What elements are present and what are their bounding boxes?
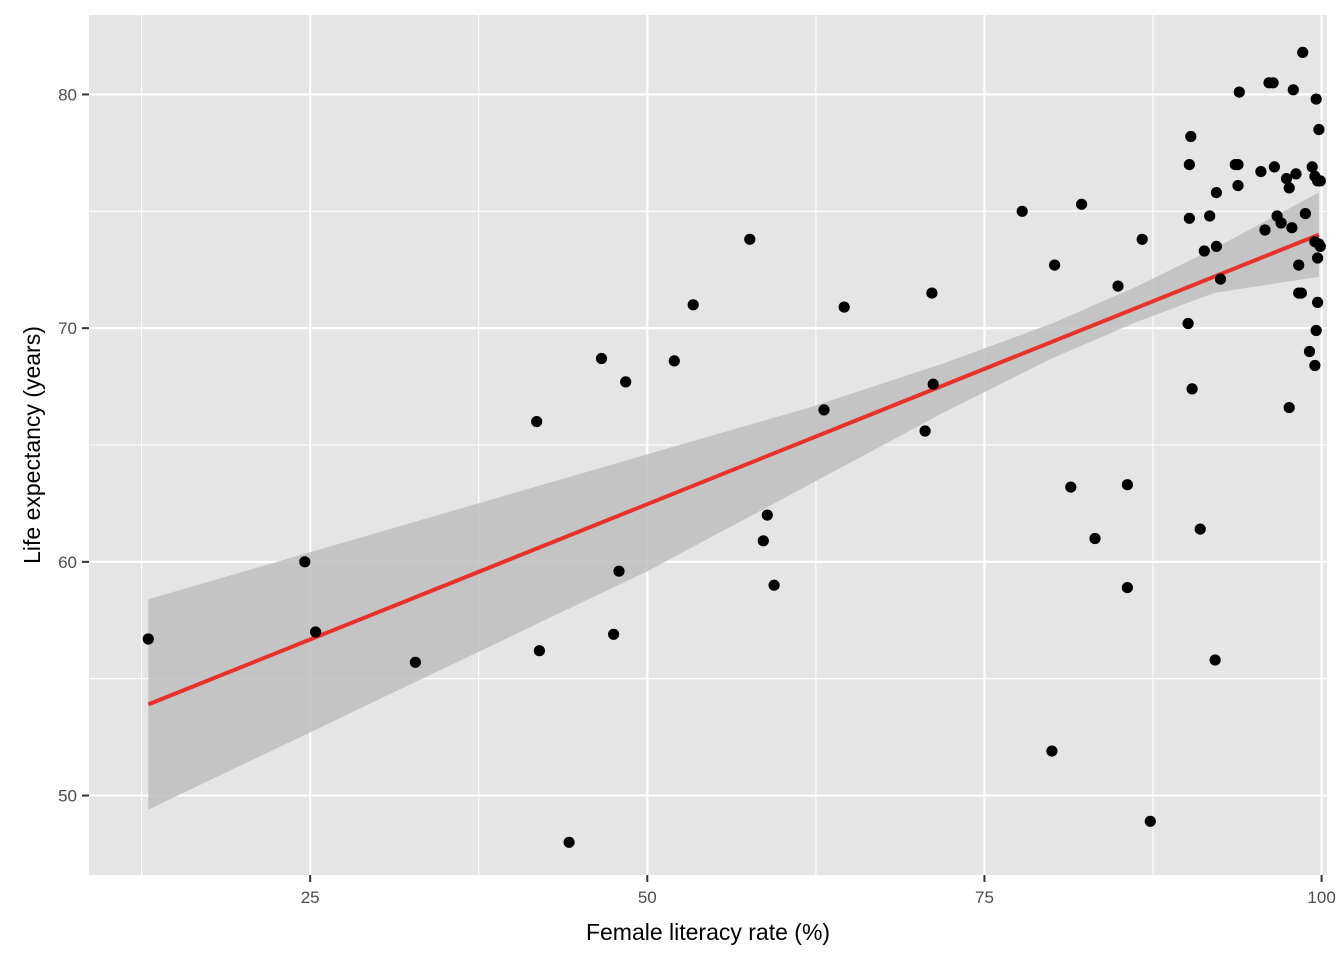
data-point bbox=[142, 633, 154, 645]
grid-major bbox=[89, 15, 1327, 875]
data-point bbox=[1287, 84, 1299, 96]
data-point bbox=[1310, 93, 1322, 105]
data-point bbox=[1121, 582, 1133, 594]
data-point bbox=[1233, 86, 1245, 98]
data-point bbox=[563, 836, 575, 848]
data-point bbox=[1186, 383, 1198, 395]
data-point bbox=[668, 355, 680, 367]
data-point bbox=[299, 556, 311, 568]
data-point bbox=[1232, 159, 1244, 171]
data-point bbox=[620, 376, 632, 388]
data-point bbox=[744, 233, 756, 245]
data-point bbox=[1313, 123, 1325, 136]
y-axis-title: Life expectancy (years) bbox=[19, 326, 45, 564]
data-point bbox=[818, 404, 830, 416]
data-point bbox=[1314, 175, 1326, 187]
trend-line bbox=[147, 232, 1320, 707]
data-point bbox=[613, 565, 625, 577]
data-point bbox=[1293, 259, 1305, 271]
data-point bbox=[1210, 240, 1222, 252]
data-point bbox=[1046, 745, 1058, 757]
data-point bbox=[1210, 187, 1222, 199]
data-point bbox=[1214, 273, 1227, 285]
data-point bbox=[1314, 240, 1326, 252]
data-point bbox=[1280, 173, 1293, 185]
data-point bbox=[1268, 161, 1280, 173]
x-axis-title: Female literacy rate (%) bbox=[586, 919, 830, 945]
data-point bbox=[1204, 210, 1216, 222]
data-point bbox=[595, 352, 608, 365]
data-point bbox=[1267, 77, 1279, 89]
data-point bbox=[1275, 217, 1287, 229]
data-point bbox=[531, 416, 543, 428]
data-point bbox=[687, 299, 699, 311]
data-point bbox=[1309, 359, 1321, 372]
confidence-band-layer bbox=[148, 192, 1319, 810]
y-tick-label: 70 bbox=[58, 319, 77, 338]
x-tick-label: 75 bbox=[975, 888, 994, 907]
data-point bbox=[1182, 317, 1194, 330]
trend-line-layer bbox=[147, 232, 1320, 707]
data-point bbox=[1299, 208, 1311, 220]
data-point bbox=[1144, 815, 1156, 827]
x-tick-label: 50 bbox=[638, 888, 657, 907]
y-tick-label: 50 bbox=[58, 787, 77, 806]
data-point bbox=[838, 301, 850, 313]
data-point bbox=[1312, 252, 1324, 264]
data-point bbox=[1310, 324, 1322, 337]
data-point bbox=[1112, 280, 1124, 292]
data-point bbox=[1065, 481, 1077, 493]
data-point bbox=[1198, 245, 1210, 257]
data-point bbox=[761, 509, 773, 521]
data-point bbox=[1049, 259, 1061, 271]
data-point bbox=[1016, 205, 1028, 217]
x-tick-label: 100 bbox=[1307, 888, 1335, 907]
data-point bbox=[1259, 224, 1271, 236]
data-point bbox=[757, 535, 769, 547]
y-tick-label: 60 bbox=[58, 553, 77, 572]
data-point bbox=[1303, 345, 1316, 358]
data-point bbox=[1286, 222, 1298, 234]
data-point bbox=[1306, 161, 1318, 173]
confidence-band bbox=[148, 192, 1319, 810]
data-point bbox=[1283, 402, 1295, 414]
data-point bbox=[310, 626, 322, 638]
data-point bbox=[1183, 212, 1195, 224]
data-point bbox=[608, 628, 620, 640]
data-point bbox=[1121, 479, 1133, 491]
data-point bbox=[1185, 130, 1197, 143]
y-axis-ticks: 50 60 70 80 bbox=[58, 85, 89, 806]
data-point bbox=[1283, 182, 1295, 194]
data-point bbox=[1295, 287, 1307, 299]
data-point bbox=[1255, 166, 1267, 178]
x-axis-ticks: 25 50 75 100 bbox=[301, 875, 1336, 907]
data-points bbox=[142, 46, 1326, 848]
data-point bbox=[927, 378, 939, 390]
data-point bbox=[1209, 654, 1221, 666]
data-point bbox=[1312, 296, 1324, 308]
data-point bbox=[533, 645, 546, 657]
data-point bbox=[919, 425, 931, 437]
data-point bbox=[1194, 523, 1206, 535]
data-point bbox=[926, 287, 938, 299]
data-point bbox=[1297, 46, 1309, 59]
data-point bbox=[1076, 198, 1088, 210]
x-tick-label: 25 bbox=[301, 888, 320, 907]
data-point bbox=[409, 656, 421, 668]
y-tick-label: 80 bbox=[58, 85, 77, 104]
data-point bbox=[1232, 180, 1244, 192]
data-point bbox=[1290, 168, 1302, 180]
data-point bbox=[1136, 233, 1148, 245]
data-point bbox=[1183, 159, 1195, 171]
data-point bbox=[768, 579, 780, 591]
data-point bbox=[1089, 532, 1101, 545]
